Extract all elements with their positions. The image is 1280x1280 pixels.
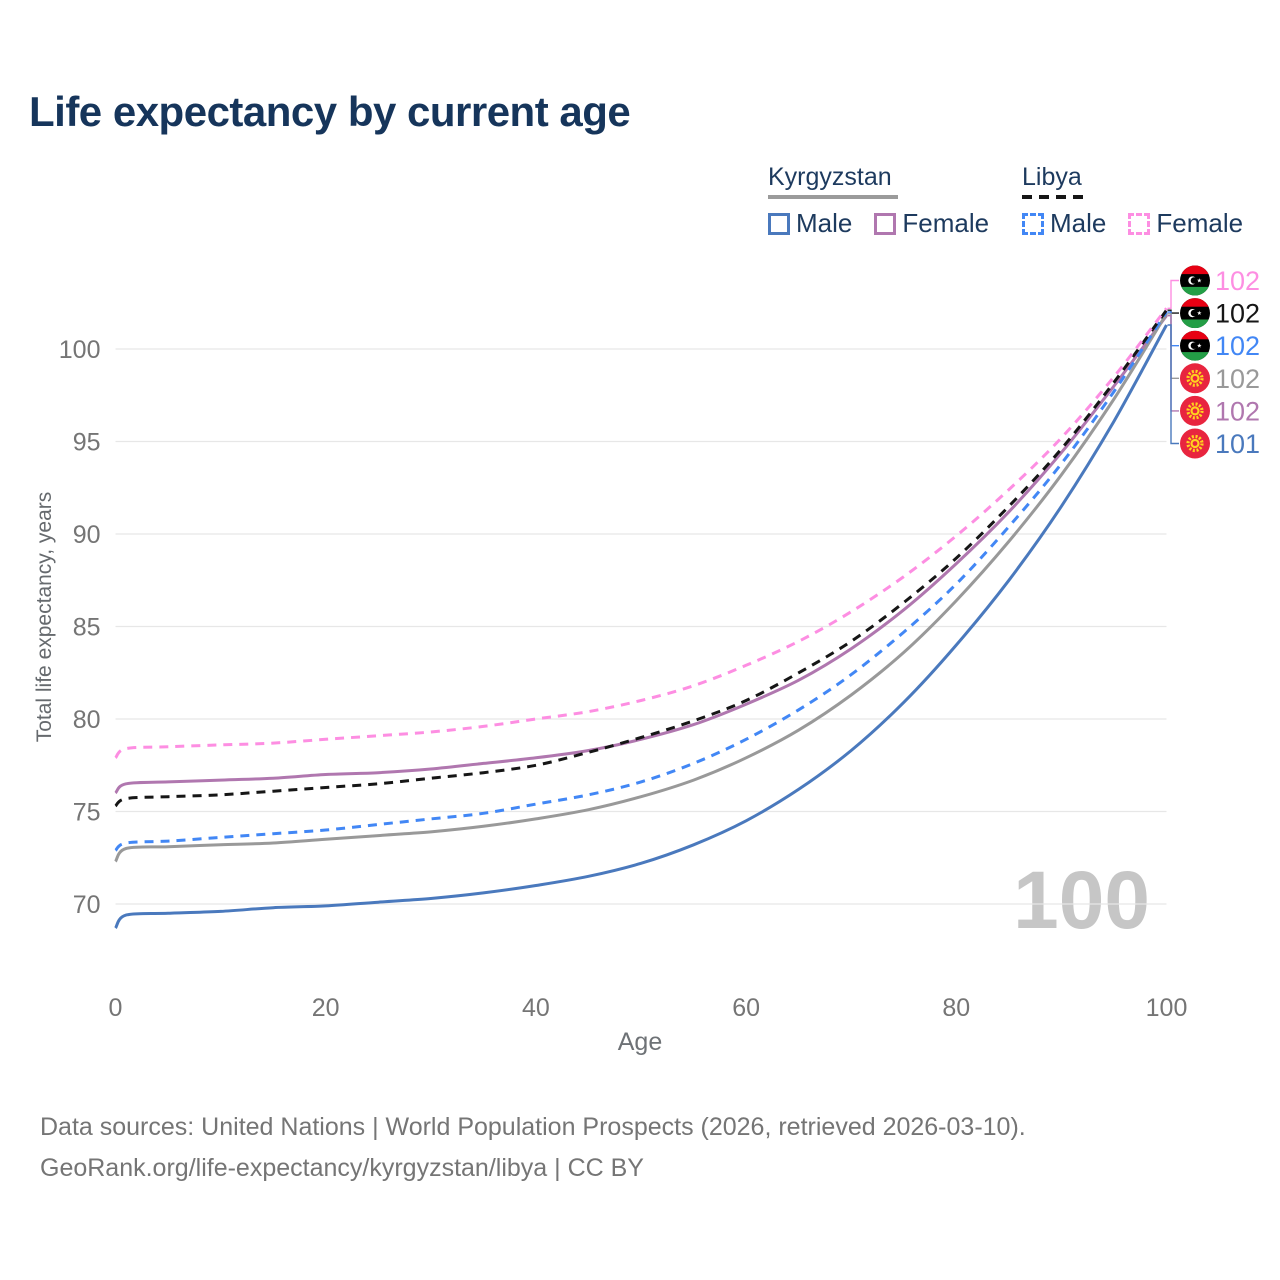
libya-dashed-line-icon bbox=[1022, 195, 1084, 199]
libya-flag-icon bbox=[1180, 298, 1210, 328]
end-label-kyrgyzstan-female: 102 bbox=[1215, 396, 1260, 426]
footer: Data sources: United Nations | World Pop… bbox=[40, 1107, 1026, 1189]
kyrgyzstan-female-swatch-icon bbox=[874, 212, 897, 235]
y-tick-label-85: 85 bbox=[73, 614, 101, 642]
gridlines bbox=[115, 348, 1167, 905]
legend-country-label-libya: Libya bbox=[1022, 163, 1082, 191]
leader-kyrgyzstan-female bbox=[1167, 315, 1179, 412]
legend-group-libya: Libya Male Female bbox=[1022, 163, 1243, 239]
line-libya-all bbox=[114, 309, 1168, 808]
y-tick-label-75: 75 bbox=[73, 799, 101, 827]
legend: Kyrgyzstan Male Female Libya Male bbox=[0, 163, 1280, 243]
y-tick-label-100: 100 bbox=[59, 336, 101, 364]
legend-item-libya-male[interactable]: Male bbox=[1022, 208, 1106, 239]
leader-libya-female bbox=[1167, 279, 1179, 309]
kyrgyzstan-flag-icon bbox=[1178, 426, 1212, 461]
end-label-kyrgyzstan-male: 101 bbox=[1215, 429, 1260, 459]
line-kyrgyzstan-male bbox=[114, 324, 1168, 930]
x-tick-label-100: 100 bbox=[1146, 994, 1188, 1022]
kyrgyzstan-male-swatch-icon bbox=[768, 212, 790, 235]
line-kyrgyzstan-all bbox=[114, 313, 1168, 863]
x-tick-label-0: 0 bbox=[109, 994, 123, 1022]
age-counter-watermark: 100 bbox=[1013, 855, 1150, 946]
line-kyrgyzstan-female bbox=[114, 314, 1168, 795]
x-tick-label-20: 20 bbox=[312, 994, 340, 1022]
legend-item-label: Female bbox=[902, 208, 990, 238]
chart-title: Life expectancy by current age bbox=[29, 88, 631, 135]
leader-libya-male bbox=[1167, 311, 1179, 347]
kyrgyzstan-flag-icon bbox=[1178, 394, 1212, 428]
line-libya-female bbox=[114, 307, 1168, 759]
series-lines bbox=[114, 307, 1168, 930]
libya-flag-icon bbox=[1180, 266, 1210, 296]
legend-item-label: Male bbox=[796, 208, 853, 238]
legend-item-label: Male bbox=[1050, 208, 1107, 238]
data-sources-line: Data sources: United Nations | World Pop… bbox=[40, 1113, 1026, 1141]
y-tick-label-95: 95 bbox=[73, 429, 101, 457]
y-axis-title: Total life expectancy, years bbox=[33, 491, 56, 743]
x-tick-label-60: 60 bbox=[732, 994, 760, 1022]
legend-group-kyrgyzstan: Kyrgyzstan Male Female bbox=[768, 163, 989, 239]
legend-country-label-kyrgyzstan: Kyrgyzstan bbox=[768, 163, 892, 191]
libya-female-swatch-icon bbox=[1128, 212, 1151, 235]
line-libya-male bbox=[114, 311, 1168, 852]
legend-item-kyrgyzstan-female[interactable]: Female bbox=[874, 208, 989, 239]
libya-male-swatch-icon bbox=[1022, 212, 1044, 235]
attribution-line: GeoRank.org/life-expectancy/kyrgyzstan/l… bbox=[40, 1154, 644, 1182]
end-label-kyrgyzstan-all: 102 bbox=[1215, 364, 1260, 394]
y-tick-label-70: 70 bbox=[73, 891, 101, 919]
axis-ticks: 70 75 80 85 90 95 100 0 20 40 60 80 100 bbox=[59, 336, 1188, 1022]
legend-item-label: Female bbox=[1156, 208, 1244, 238]
kyrgyzstan-solid-line-icon bbox=[768, 195, 898, 199]
y-tick-label-90: 90 bbox=[73, 521, 101, 549]
legend-item-libya-female[interactable]: Female bbox=[1128, 208, 1243, 239]
x-tick-label-80: 80 bbox=[942, 994, 970, 1022]
libya-flag-icon bbox=[1180, 331, 1210, 361]
end-label-libya-male: 102 bbox=[1215, 331, 1260, 361]
legend-item-kyrgyzstan-male[interactable]: Male bbox=[768, 208, 852, 239]
kyrgyzstan-flag-icon bbox=[1178, 361, 1212, 395]
leader-kyrgyzstan-male bbox=[1167, 324, 1179, 445]
x-axis-title: Age bbox=[617, 1028, 663, 1056]
y-tick-label-80: 80 bbox=[73, 706, 101, 734]
end-label-libya-female: 102 bbox=[1215, 266, 1260, 296]
x-tick-label-40: 40 bbox=[522, 994, 550, 1022]
end-label-libya-all: 102 bbox=[1215, 299, 1260, 329]
